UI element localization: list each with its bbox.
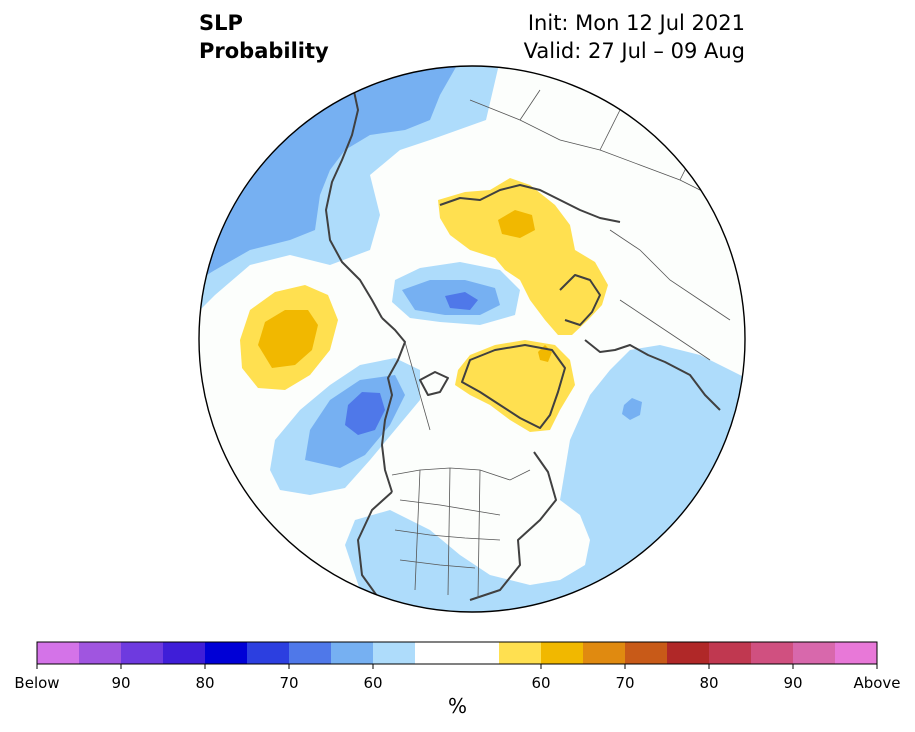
colorbar-cells <box>37 642 878 664</box>
variable-label: SLP <box>199 11 243 35</box>
coastline-scandinavia <box>559 274 601 326</box>
colorbar-tick-label: Above <box>853 674 900 692</box>
valid-range: Valid: 27 Jul – 09 Aug <box>523 39 745 63</box>
colorbar-tick-label: 70 <box>615 674 634 692</box>
colorbar-cell <box>709 642 752 664</box>
colorbar-cell <box>457 642 500 664</box>
colorbar-tick-label: 70 <box>279 674 298 692</box>
coastline-north-america-west <box>357 491 393 601</box>
border-us-canada <box>391 467 531 481</box>
colorbar-cell <box>37 642 80 664</box>
colorbar-cell <box>373 642 416 664</box>
forecast-dates: Init: Mon 12 Jul 2021 Valid: 27 Jul – 09… <box>524 9 745 65</box>
border-europe-1 <box>559 139 721 201</box>
colorbar-unit: % <box>447 694 467 718</box>
colorbar-cell <box>331 642 374 664</box>
colorbar-cell <box>121 642 164 664</box>
below-80-area-pacific <box>345 392 385 435</box>
colorbar-cell <box>793 642 836 664</box>
colorbar-tick-label: 80 <box>699 674 718 692</box>
border-europe-3 <box>619 299 711 361</box>
product-label: Probability <box>199 39 329 63</box>
border-us-states-3 <box>399 559 476 569</box>
above-70-area-pacific <box>258 310 318 368</box>
colorbar-cell <box>541 642 584 664</box>
coastline-greenland <box>461 344 566 429</box>
coastline-europe <box>584 339 721 411</box>
border-alaska-canada <box>404 341 431 431</box>
colorbar-cell <box>667 642 710 664</box>
coastlines <box>325 81 721 601</box>
border-europe-2 <box>609 229 731 321</box>
colorbar-tick-label: 60 <box>531 674 550 692</box>
polar-map <box>198 65 746 613</box>
coastline-siberia-north <box>439 184 621 223</box>
above-60-area-greenland <box>455 340 575 432</box>
below-70-area-europe <box>622 398 642 420</box>
above-60-area-eurasia <box>438 178 608 335</box>
colorbar-tick-label: 60 <box>363 674 382 692</box>
colorbar-cell <box>79 642 122 664</box>
colorbar-cell <box>583 642 626 664</box>
colorbar-tick-label: Below <box>14 674 59 692</box>
colorbar-cell <box>415 642 458 664</box>
border-us-states-1 <box>399 499 501 516</box>
coastline-north-america-east <box>469 451 557 601</box>
colorbar-cell <box>751 642 794 664</box>
above-70-area-eurasia <box>498 210 535 238</box>
colorbar-tick-label: 90 <box>783 674 802 692</box>
colorbar-cell <box>499 642 542 664</box>
below-80-area-arctic <box>445 292 478 310</box>
colorbar-cell <box>289 642 332 664</box>
coastline-arctic-islands <box>419 371 449 396</box>
probability-field <box>199 66 745 612</box>
colorbar-cell <box>625 642 668 664</box>
colorbar-tick-label: 80 <box>195 674 214 692</box>
map-boundary <box>198 65 746 613</box>
colorbar-cell <box>205 642 248 664</box>
colorbar-cell <box>835 642 878 664</box>
init-date: Init: Mon 12 Jul 2021 <box>527 11 745 35</box>
colorbar-ticks: Below 90 80 70 60 60 70 80 90 Above <box>14 664 901 692</box>
border-us-meridians <box>414 467 481 599</box>
coastline-alaska <box>381 317 406 493</box>
border-us-states-2 <box>394 529 501 541</box>
colorbar-tick-label: 90 <box>111 674 130 692</box>
colorbar-frame <box>36 641 878 665</box>
coastline-east-asia <box>325 81 383 319</box>
map-title: SLP Probability <box>199 9 329 65</box>
colorbar-cell <box>163 642 206 664</box>
colorbar-cell <box>247 642 290 664</box>
